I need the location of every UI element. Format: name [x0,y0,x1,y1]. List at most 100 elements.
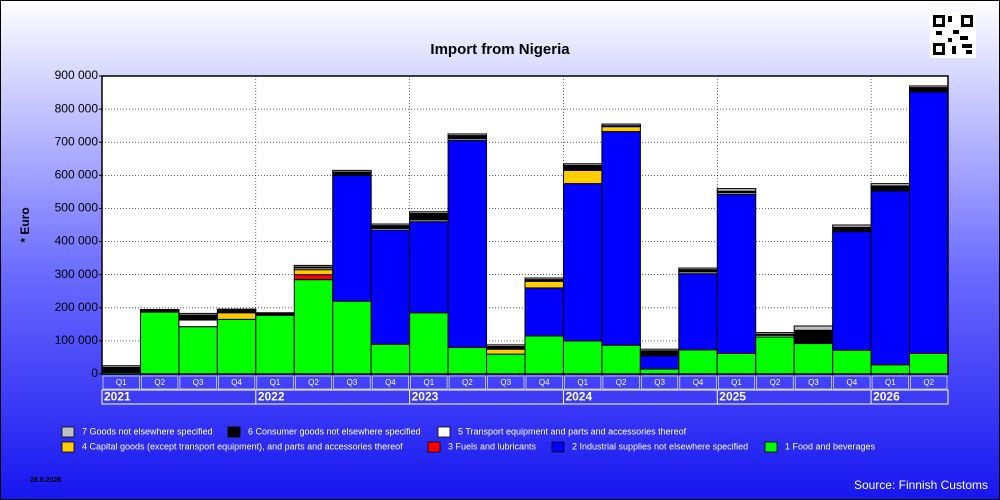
x-tick-box [525,375,563,390]
legend-label: 7 Goods not elsewhere specified [82,426,213,436]
legend-swatch [427,441,441,453]
x-tick-label: Q1 [270,378,281,387]
x-tick-box [564,375,602,390]
legend-swatch [551,441,565,453]
x-tick-label: Q2 [154,378,165,387]
x-tick-label: Q2 [308,378,319,387]
date: 28.8.2026 [30,477,61,484]
bar-segment [293,269,334,276]
legend-label: 2 Industrial supplies not elsewhere spec… [572,441,748,451]
year-label: 2026 [873,390,900,404]
x-tick-label: Q4 [385,378,396,387]
legend-swatch [61,426,75,438]
bar-segment [562,164,603,171]
y-tick-label: 300 000 [55,267,99,281]
legend-label: 6 Consumer goods not elsewhere specified [248,426,421,436]
bar-segment [409,211,449,214]
y-tick-label: 200 000 [55,300,99,314]
x-tick-label: Q1 [116,378,127,387]
bar-segment [370,223,411,227]
x-tick-label: Q3 [654,378,665,387]
x-tick-box [679,375,717,390]
x-tick-box [794,375,832,390]
x-tick-label: Q4 [231,378,242,387]
bar-segment [332,174,372,302]
bar-segment [639,355,680,370]
x-tick-box [141,375,179,390]
x-tick-box [179,375,217,390]
bar-segment [524,335,564,375]
bar-segment [216,312,257,320]
x-tick-box [333,375,371,390]
year-label: 2021 [104,390,131,404]
x-tick-label: Q3 [347,378,358,387]
bar-segment [255,312,295,315]
year-label: 2024 [565,390,592,404]
bar-segment [101,365,141,368]
bar-segment [139,308,180,311]
legend-swatch [61,441,75,453]
bar-segment [332,300,372,375]
bar-segment [524,277,564,281]
source: Source: Finnish Customs [854,478,988,492]
bar-segment [601,344,641,375]
bar-segment [178,326,218,375]
bar-segment [601,126,641,133]
bar-segment [870,364,911,375]
x-tick-box [218,375,256,390]
bar-segment [870,183,911,187]
bar-segment [678,349,718,375]
bar-segment [486,353,526,375]
bar-segment [678,267,718,271]
legend-swatch [227,426,241,438]
x-tick-box [256,375,294,390]
bar-segment [562,340,603,375]
bar-segment [293,279,334,375]
legend-label: 5 Transport equipment and parts and acce… [458,426,687,436]
bar-segment [639,350,680,357]
y-tick-label: 100 000 [55,333,99,347]
legend-label: 4 Capital goods (except transport equipm… [82,441,403,451]
bar-segment [793,325,834,331]
x-tick-label: Q1 [424,378,435,387]
bar-segment [639,348,680,352]
bar-segment [832,231,872,351]
bar-segment [486,344,526,348]
plot-frame [101,75,949,375]
x-tick-label: Q1 [885,378,896,387]
x-tick-label: Q1 [731,378,742,387]
bar-segment [255,314,295,375]
bar-segment [832,226,872,233]
year-row [101,389,949,405]
bar-segment [870,190,911,366]
x-tick-box [102,375,140,390]
bar-segment [447,140,488,349]
bar-segment [447,133,488,137]
x-tick-label: Q2 [770,378,781,387]
bar-segment [562,163,603,166]
bar-segment [562,183,603,342]
bar-segment [793,343,834,375]
chart-layer: 0 100 000 200 000 300 000 400 000 500 000 600 … [55,68,949,453]
bar-segment [793,329,834,345]
bar-segment [909,85,949,89]
bar-segment [370,229,411,345]
x-tick-label: Q2 [616,378,627,387]
y-tick-label: 0 [91,366,98,380]
bar-segment [370,343,411,375]
legend-label: 1 Food and beverages [785,441,876,451]
bar-segment [409,221,449,314]
x-tick-box [833,375,871,390]
bar-segment [409,312,449,375]
x-tick-label: Q2 [462,378,473,387]
x-tick-box [602,375,640,390]
year-label: 2023 [412,390,439,404]
bar-segment [524,287,564,337]
x-tick-box [910,375,948,390]
bar-segment [870,185,911,192]
x-tick-label: Q3 [500,378,511,387]
bar-segment [601,131,641,346]
y-tick-label: 800 000 [55,101,99,115]
x-tick-box [371,375,409,390]
